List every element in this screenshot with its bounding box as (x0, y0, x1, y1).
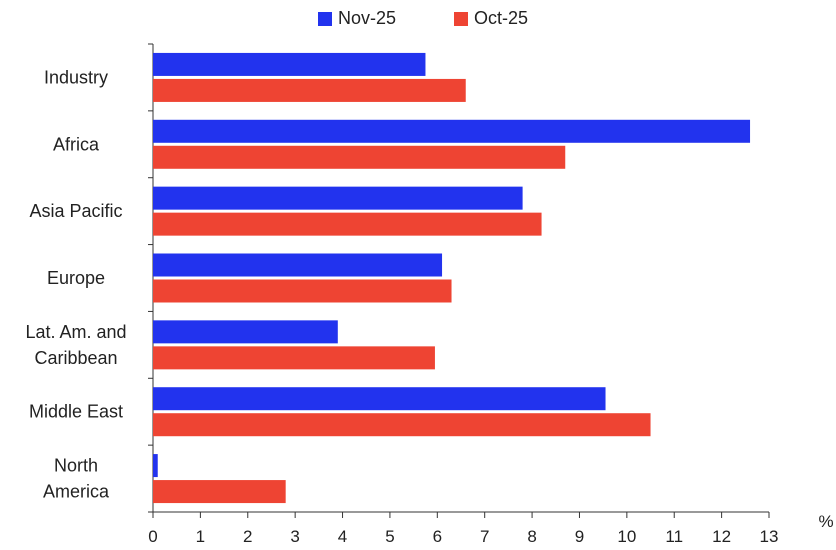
bar-oct-25-4 (153, 346, 435, 370)
bar-oct-25-2 (153, 212, 542, 236)
bar-oct-25-1 (153, 145, 566, 169)
x-tick-label: 1 (196, 527, 205, 546)
category-label: Caribbean (34, 348, 117, 368)
bar-oct-25-3 (153, 279, 452, 303)
category-label: Industry (44, 67, 108, 87)
x-tick-label: 7 (480, 527, 489, 546)
bar-nov-25-2 (153, 186, 523, 210)
category-label: Asia Pacific (29, 201, 122, 221)
x-tick-label: 6 (433, 527, 442, 546)
x-tick-label: 9 (575, 527, 584, 546)
category-label: America (43, 482, 110, 502)
legend-swatch-nov (318, 11, 332, 26)
x-tick-label: 5 (385, 527, 394, 546)
bar-nov-25-0 (153, 52, 426, 76)
legend: Nov-25 Oct-25 (318, 8, 528, 29)
legend-item-oct: Oct-25 (454, 8, 528, 29)
legend-swatch-oct (454, 11, 469, 26)
bar-nov-25-1 (153, 119, 751, 143)
bar-oct-25-6 (153, 480, 286, 504)
bar-oct-25-0 (153, 78, 466, 102)
x-tick-label: 3 (290, 527, 299, 546)
category-label: Africa (53, 134, 100, 154)
x-tick-label: 0 (148, 527, 157, 546)
x-tick-label: 13 (760, 527, 779, 546)
legend-item-nov: Nov-25 (318, 8, 396, 29)
category-label: North (54, 456, 98, 476)
bar-nov-25-3 (153, 253, 443, 277)
x-tick-label: 10 (617, 527, 636, 546)
legend-label-nov: Nov-25 (338, 8, 397, 28)
legend-label-oct: Oct-25 (474, 8, 529, 28)
x-tick-label: 4 (338, 527, 347, 546)
category-label: Europe (47, 268, 105, 288)
bar-oct-25-5 (153, 413, 651, 437)
bar-nov-25-4 (153, 320, 338, 344)
x-tick-label: 2 (243, 527, 252, 546)
category-label: Middle East (29, 402, 123, 422)
x-tick-label: 12 (712, 527, 731, 546)
bar-nov-25-6 (153, 454, 158, 478)
bar-nov-25-5 (153, 387, 606, 411)
x-tick-label: 11 (665, 527, 683, 546)
category-label: Lat. Am. and (25, 322, 126, 342)
x-tick-label: 8 (527, 527, 536, 546)
x-axis-unit-label: % (818, 512, 833, 531)
